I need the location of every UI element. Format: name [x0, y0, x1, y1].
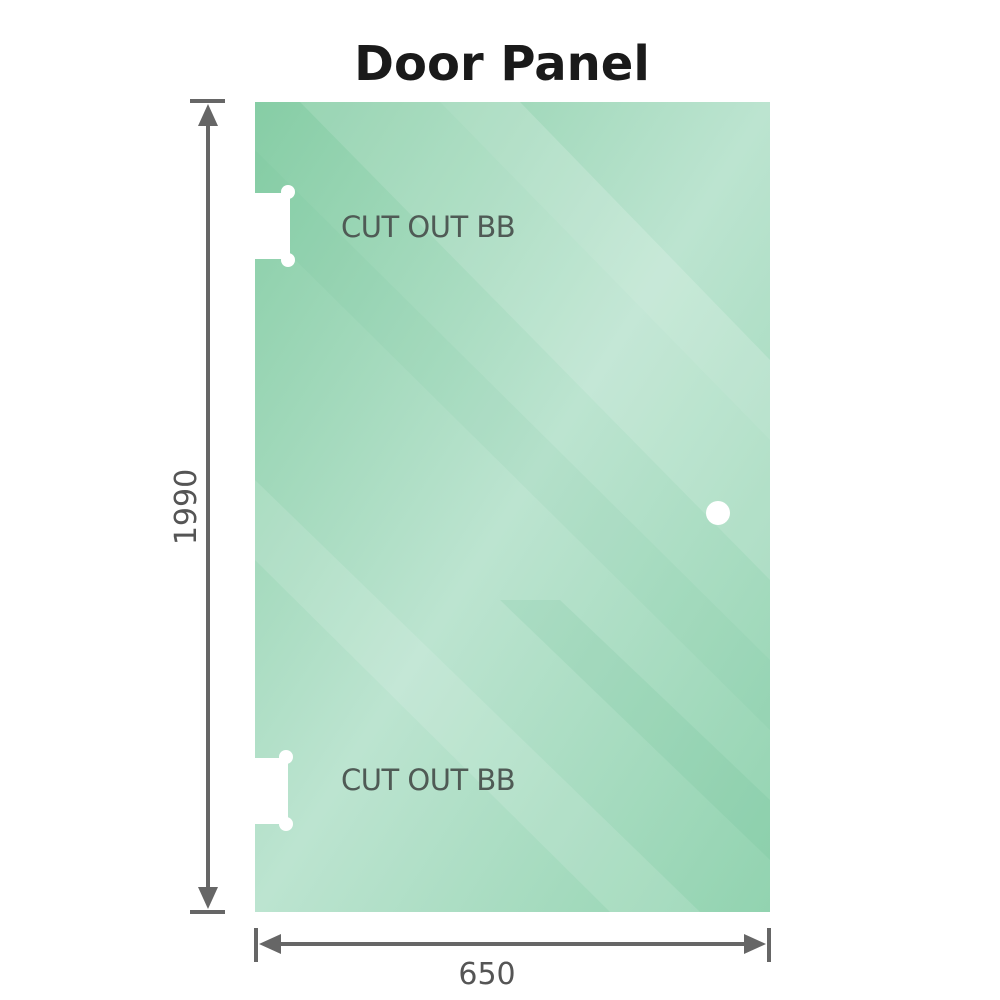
cutout-label-bottom: CUT OUT BB — [341, 763, 515, 797]
cutout-top — [252, 185, 295, 267]
cutout-label-top: CUT OUT BB — [341, 210, 515, 244]
height-label: 1990 — [169, 469, 204, 545]
width-dimension — [254, 928, 771, 962]
diagram-title: Door Panel — [354, 36, 650, 92]
cutout-bottom — [252, 750, 293, 831]
height-dimension — [190, 99, 225, 914]
width-label: 650 — [458, 957, 515, 992]
glass-panel — [252, 102, 770, 912]
handle-hole — [706, 501, 730, 525]
